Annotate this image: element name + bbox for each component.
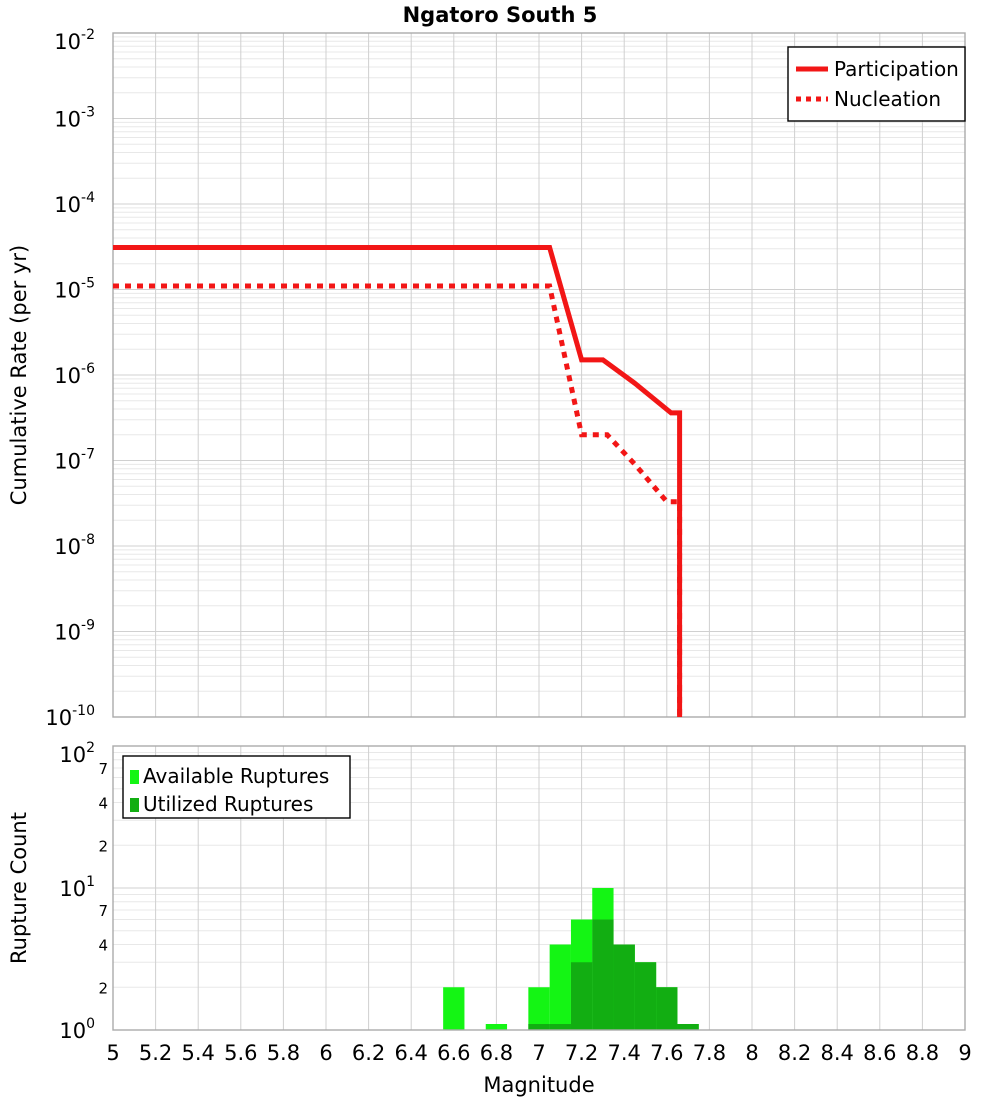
bar-utilized bbox=[656, 987, 678, 1030]
x-tick-label: 8.6 bbox=[863, 1041, 896, 1065]
x-axis-label: Magnitude bbox=[483, 1073, 594, 1097]
bar-available bbox=[443, 987, 465, 1030]
bottom-y-minor-tick-label: 2 bbox=[98, 837, 108, 855]
bottom-y-minor-tick-label: 7 bbox=[98, 760, 108, 778]
bottom-y-minor-tick-label: 2 bbox=[98, 979, 108, 997]
bar-utilized bbox=[549, 1024, 571, 1030]
top-y-tick-label: 10-8 bbox=[54, 532, 95, 559]
bottom-y-minor-tick-label: 7 bbox=[98, 902, 108, 920]
top-y-tick-label: 10-6 bbox=[54, 361, 95, 388]
top-legend-box bbox=[787, 46, 966, 122]
x-tick-label: 6.4 bbox=[394, 1041, 427, 1065]
bottom-y-tick-label: 102 bbox=[59, 740, 95, 767]
chart-title: Ngatoro South 5 bbox=[403, 3, 598, 27]
x-axis: 5 5.2 5.4 5.6 5.8 6 6.2 6.4 6.6 6.8 7 7.2 7.4 7.6 7.8 8… bbox=[106, 1041, 971, 1097]
x-tick-label: 6 bbox=[319, 1041, 332, 1065]
top-legend-label-0: Participation bbox=[834, 57, 959, 81]
bottom-bars-group bbox=[443, 888, 699, 1030]
series-participation bbox=[113, 245, 683, 717]
title-text: Ngatoro South 5 bbox=[403, 3, 598, 27]
bottom-legend-label-1: Utilized Ruptures bbox=[143, 792, 313, 816]
bottom-y-tick-label: 100 bbox=[59, 1016, 95, 1043]
x-tick-label: 5.6 bbox=[224, 1041, 257, 1065]
x-tick-label: 7 bbox=[532, 1041, 545, 1065]
bottom-plot-frame bbox=[112, 745, 966, 1031]
x-tick-label: 5.2 bbox=[139, 1041, 172, 1065]
bottom-y-axis-label: Rupture Count bbox=[7, 812, 31, 964]
x-tick-label: 7.2 bbox=[565, 1041, 598, 1065]
bar-utilized bbox=[613, 944, 635, 1030]
bar-utilized bbox=[592, 919, 614, 1030]
top-y-tick-label: 10-9 bbox=[54, 618, 95, 645]
x-tick-label: 5.8 bbox=[267, 1041, 300, 1065]
x-tick-label: 8.4 bbox=[820, 1041, 853, 1065]
x-tick-label: 7.6 bbox=[650, 1041, 683, 1065]
bar-available bbox=[549, 944, 571, 1030]
x-tick-label: 6.6 bbox=[437, 1041, 470, 1065]
top-y-ticks: 10-2 10-3 10-4 10-5 10-6 10-7 10-8 10-9 10-10 bbox=[45, 27, 95, 730]
bar-available bbox=[528, 987, 550, 1030]
top-vertical-gridlines bbox=[155, 33, 923, 717]
bar-utilized bbox=[634, 962, 657, 1030]
x-tick-label: 7.8 bbox=[693, 1041, 726, 1065]
bar-utilized bbox=[570, 962, 593, 1030]
x-tick-label: 8.2 bbox=[778, 1041, 811, 1065]
bar-available bbox=[485, 1024, 508, 1030]
bottom-y-minor-tick-label: 4 bbox=[98, 795, 108, 813]
x-tick-label: 9 bbox=[958, 1041, 971, 1065]
x-tick-label: 6.8 bbox=[480, 1041, 513, 1065]
bottom-legend: Available Ruptures Utilized Ruptures bbox=[122, 755, 351, 819]
top-y-axis-label: Cumulative Rate (per yr) bbox=[7, 245, 31, 505]
top-y-tick-label: 10-10 bbox=[45, 703, 95, 730]
top-legend-label-1: Nucleation bbox=[834, 87, 941, 111]
top-series-group bbox=[113, 245, 683, 717]
bottom-legend-swatch-1 bbox=[130, 798, 139, 812]
series-nucleation bbox=[113, 283, 683, 717]
top-y-tick-label: 10-5 bbox=[54, 276, 95, 303]
top-y-tick-label: 10-2 bbox=[54, 27, 95, 54]
top-y-tick-label: 10-3 bbox=[54, 105, 95, 132]
bar-utilized bbox=[528, 1024, 550, 1030]
bar-utilized bbox=[677, 1024, 699, 1030]
bottom-legend-swatch-0 bbox=[130, 770, 139, 784]
bottom-legend-label-0: Available Ruptures bbox=[143, 764, 329, 788]
x-tick-label: 5.4 bbox=[181, 1041, 214, 1065]
bottom-panel: 102 101 100 7 7 4 4 2 2 Rupture Count Available Ru… bbox=[7, 740, 966, 1043]
x-tick-label: 8.8 bbox=[906, 1041, 939, 1065]
x-tick-label: 5 bbox=[106, 1041, 119, 1065]
x-tick-label: 7.4 bbox=[607, 1041, 640, 1065]
bottom-y-tick-label: 101 bbox=[59, 874, 95, 901]
x-tick-label: 8 bbox=[745, 1041, 758, 1065]
top-y-tick-label: 10-7 bbox=[54, 447, 95, 474]
x-tick-label: 6.2 bbox=[352, 1041, 385, 1065]
top-plot-frame bbox=[112, 32, 966, 718]
bottom-legend-box bbox=[122, 755, 351, 819]
bottom-y-ticks: 102 101 100 7 7 4 4 2 2 bbox=[59, 740, 108, 1043]
top-legend: Participation Nucleation bbox=[787, 46, 966, 122]
top-y-tick-label: 10-4 bbox=[54, 190, 95, 217]
top-panel: 10-2 10-3 10-4 10-5 10-6 10-7 10-8 10-9 10-10 Cum… bbox=[7, 27, 966, 730]
bottom-y-minor-tick-label: 4 bbox=[98, 937, 108, 955]
